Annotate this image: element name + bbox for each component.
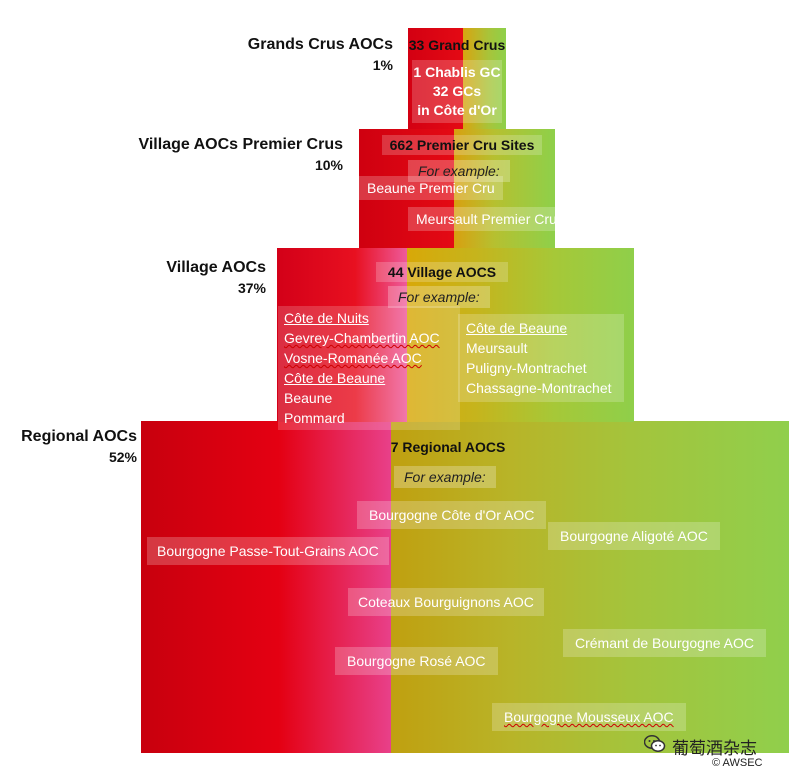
village-left-pommard: Pommard <box>284 410 345 426</box>
village-title-block: Village AOCs 37% <box>100 258 266 298</box>
grand-line-2: 32 GCs <box>432 83 482 99</box>
village-left-vosne: Vosne-Romanée AOC <box>284 350 422 366</box>
regional-red-half <box>141 421 391 753</box>
premier-pct: 10% <box>314 157 343 173</box>
village-title: Village AOCs <box>166 259 266 276</box>
watermark-copyright: © AWSEC <box>712 757 763 769</box>
grand-pct: 1% <box>372 57 393 73</box>
watermark-name: 葡萄酒杂志 <box>672 739 757 758</box>
premier-for-example: For example: <box>408 160 510 182</box>
grand-line-3: in Côte d'Or <box>417 102 497 118</box>
regional-example-passe-tout-grains: Bourgogne Passe-Tout-Grains AOC <box>147 537 389 565</box>
grand-red-half <box>408 28 463 129</box>
village-red-half <box>277 248 407 422</box>
regional-title-block: Regional AOCs 52% <box>0 427 137 467</box>
regional-example-cote-dor: Bourgogne Côte d'Or AOC <box>357 501 547 529</box>
premier-example-meursault: Meursault Premier Cru <box>408 207 565 231</box>
village-left-beaune: Beaune <box>284 390 333 406</box>
premier-example-beaune: Beaune Premier Cru <box>359 176 503 200</box>
village-green-half <box>407 248 634 422</box>
grand-green-half <box>463 28 506 129</box>
village-heading: 44 Village AOCS <box>376 262 508 282</box>
grand-tier <box>408 28 506 129</box>
village-left-region-nuits: Côte de Nuits <box>284 310 369 326</box>
regional-example-rose: Bourgogne Rosé AOC <box>335 647 498 675</box>
regional-green-half <box>391 421 789 753</box>
premier-red-half <box>359 129 454 248</box>
village-pct: 37% <box>237 280 266 296</box>
regional-example-aligote: Bourgogne Aligoté AOC <box>548 522 720 550</box>
village-right-chassagne: Chassagne-Montrachet <box>466 380 612 396</box>
village-tier <box>277 248 634 422</box>
grand-details: 1 Chablis GC 32 GCs in Côte d'Or <box>412 60 502 123</box>
village-left-gevrey: Gevrey-Chambertin AOC <box>284 330 440 346</box>
grand-heading: 33 Grand Crus <box>408 37 506 53</box>
regional-example-mousseux: Bourgogne Mousseux AOC <box>492 703 686 731</box>
village-right-puligny: Puligny-Montrachet <box>466 360 587 376</box>
premier-heading: 662 Premier Cru Sites <box>382 135 542 155</box>
regional-heading: 7 Regional AOCS <box>390 439 506 455</box>
regional-example-mousseux-text: Bourgogne Mousseux AOC <box>504 709 674 725</box>
regional-example-cremant: Crémant de Bourgogne AOC <box>563 629 766 657</box>
premier-title-block: Village AOCs Premier Crus 10% <box>100 135 343 175</box>
village-right-meursault: Meursault <box>466 340 528 356</box>
grand-line-1: 1 Chablis GC <box>413 64 501 80</box>
village-left-group: Côte de Nuits Gevrey-Chambertin AOC Vosn… <box>278 306 460 430</box>
premier-tier <box>359 129 555 248</box>
village-right-region-beaune: Côte de Beaune <box>466 320 568 336</box>
watermark: 葡萄酒杂志 <box>643 734 757 759</box>
village-for-example: For example: <box>388 286 490 308</box>
regional-for-example: For example: <box>394 466 496 488</box>
grand-title: Grands Crus AOCs <box>247 36 393 53</box>
regional-tier <box>141 421 789 753</box>
regional-example-coteaux: Coteaux Bourguignons AOC <box>348 588 544 616</box>
village-right-group: Côte de Beaune Meursault Puligny-Montrac… <box>458 314 624 402</box>
regional-title: Regional AOCs <box>21 428 137 445</box>
regional-pct: 52% <box>108 449 137 465</box>
village-left-region-beaune: Côte de Beaune <box>284 370 386 386</box>
grand-title-block: Grands Crus AOCs 1% <box>180 35 393 75</box>
premier-title: Village AOCs Premier Crus <box>138 136 343 153</box>
premier-green-half <box>454 129 555 248</box>
wechat-icon <box>643 735 666 758</box>
